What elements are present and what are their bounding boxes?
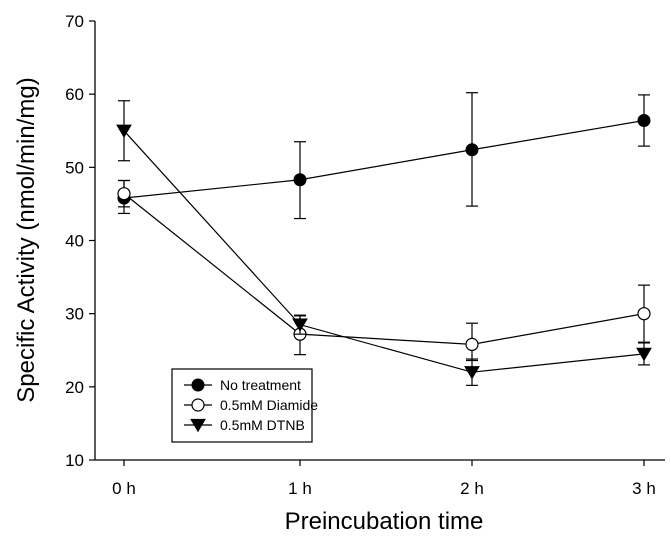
y-axis-title: Specific Activity (nmol/min/mg) <box>13 77 40 402</box>
data-point <box>116 124 132 139</box>
x-axis-title: Preincubation time <box>285 508 484 535</box>
legend-label: 0.5mM Diamide <box>220 397 318 413</box>
legend-marker <box>190 418 206 433</box>
y-tick-label: 60 <box>65 85 84 104</box>
x-tick-label: 0 h <box>112 479 136 498</box>
data-point <box>465 337 479 351</box>
x-tick-label: 1 h <box>288 479 312 498</box>
y-tick-label: 70 <box>65 12 84 31</box>
data-point <box>292 318 308 332</box>
y-tick-label: 10 <box>65 451 84 470</box>
series-2 <box>116 100 652 386</box>
series-line <box>123 193 645 345</box>
series-layer <box>116 92 652 386</box>
data-point <box>464 366 480 380</box>
y-tick-label: 40 <box>65 232 84 251</box>
x-ticks: 0 h 1 h 2 h 3 h <box>112 460 656 498</box>
x-tick-label: 3 h <box>632 479 656 498</box>
y-tick-label: 30 <box>65 305 84 324</box>
series-line <box>123 119 645 199</box>
series-1 <box>117 179 651 362</box>
legend-label: No treatment <box>220 377 301 393</box>
legend-marker <box>191 398 205 412</box>
y-tick-label: 20 <box>65 378 84 397</box>
series-0 <box>117 92 651 220</box>
data-point <box>637 114 651 128</box>
data-point <box>117 187 131 201</box>
legend-label: 0.5mM DTNB <box>220 417 305 433</box>
data-point <box>637 307 651 321</box>
y-ticks: 10 20 30 40 50 60 70 <box>65 12 95 470</box>
legend-marker <box>191 378 205 392</box>
data-point <box>465 143 479 157</box>
y-tick-label: 50 <box>65 158 84 177</box>
series-line <box>123 130 645 373</box>
data-point <box>636 347 652 362</box>
data-point <box>293 173 307 187</box>
x-tick-label: 2 h <box>460 479 484 498</box>
legend: No treatment 0.5mM Diamide 0.5mM DTNB <box>171 368 318 443</box>
